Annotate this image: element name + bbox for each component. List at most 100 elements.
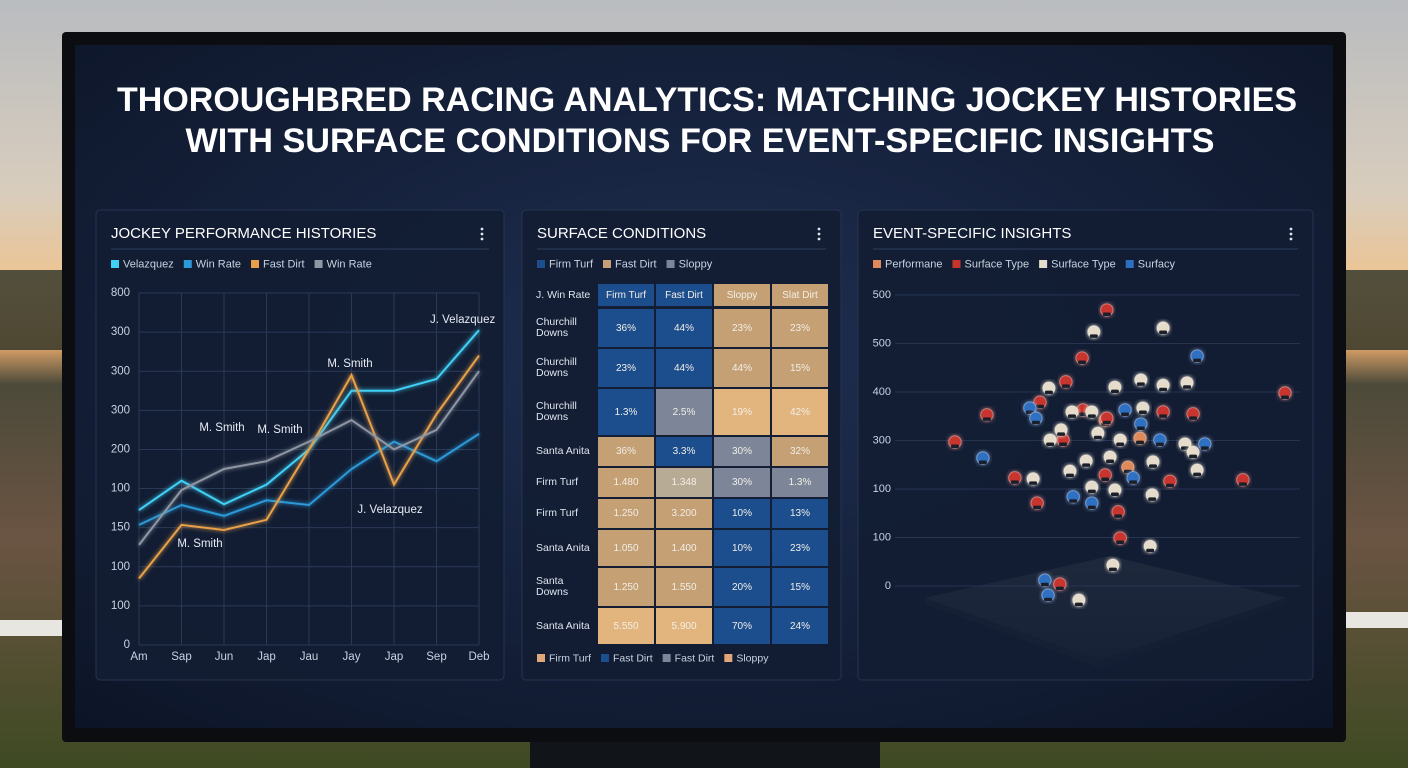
helmet-visor [1033,505,1042,510]
page-title: THOROUGHBRED RACING ANALYTICS: MATCHING … [117,81,1297,119]
menu-dot [817,232,821,236]
legend-label: Fast Dirt [613,652,653,664]
helmet-visor [1136,426,1145,431]
helmet-visor [1108,567,1117,572]
legend-label: Fast Dirt [615,258,657,270]
helmet-visor [1114,514,1123,518]
legend-label: Surface Type [964,258,1029,270]
helmet-visor [1148,464,1157,468]
legend-swatch [314,260,323,268]
helmet-visor [1159,387,1168,392]
helmet-visor [950,444,959,448]
legend-swatch [603,260,611,268]
helmet-visor [1093,435,1102,440]
helmet-visor [1200,446,1209,450]
helmet-visor [1055,586,1064,591]
x-tick-label: Jap [257,651,276,663]
annotation: M. Smith [177,538,222,550]
helmet-visor [1065,473,1074,478]
helmet-visor [1238,482,1247,486]
helmet-visor [1116,540,1125,545]
helmet-visor [1044,390,1053,395]
legend-swatch [873,260,881,268]
helmet-visor [1193,358,1202,363]
helmet-visor [1159,330,1168,334]
menu-dot [480,227,484,231]
rail-right [1340,612,1408,628]
x-tick-label: Jun [215,651,234,663]
y-tick-label: 400 [873,386,891,398]
legend-label: Fast Dirt [675,652,715,664]
y-tick-label: 100 [111,600,130,612]
helmet-visor [1146,548,1155,553]
x-tick-label: Jau [300,651,319,663]
helmet-visor [1059,442,1068,447]
y-tick-label: 200 [111,443,130,455]
rail-left [0,620,70,636]
helmet-visor [1183,385,1192,389]
annotation: M. Smith [199,422,244,434]
panel-title: JOCKEY PERFORMANCE HISTORIES [111,225,376,242]
panel-menu[interactable] [817,227,821,241]
legend-label: Firm Turf [549,258,594,270]
menu-dot [817,227,821,231]
helmet-visor [1074,602,1083,607]
menu-dot [1289,232,1293,236]
helmet-visor [1129,480,1138,484]
legend-label: Surfacy [1138,258,1176,270]
helmet-visor [1044,597,1053,602]
legend-swatch [1039,260,1048,268]
trees-right [1340,270,1408,350]
legend-swatch [537,260,545,268]
annotation: J. Velazquez [357,504,422,516]
y-tick-label: 100 [111,561,130,573]
legend-swatch [601,654,609,662]
y-tick-label: 500 [873,337,891,349]
helmet-visor [1010,480,1019,484]
legend-label: Win Rate [327,258,372,270]
helmet-visor [1101,477,1110,481]
y-tick-label: 300 [111,326,130,338]
charts: JOCKEY PERFORMANCE HISTORIES Velazquez Win… [95,209,1314,681]
x-tick-label: Jay [343,651,361,663]
helmet-visor [1136,382,1145,386]
x-tick-label: Sep [426,651,446,663]
y-tick-label: 300 [111,404,130,416]
helmet-visor [1046,442,1055,447]
page-title: WITH SURFACE CONDITIONS FOR EVENT-SPECIF… [186,122,1215,160]
panel-title: SURFACE CONDITIONS [537,225,706,242]
y-tick-label: 300 [111,365,130,377]
helmet-visor [1061,384,1070,388]
legend-swatch [666,260,675,268]
helmet-visor [1159,414,1168,418]
menu-dot [480,232,484,236]
panel-title: EVENT-SPECIFIC INSIGHTS [873,225,1071,242]
helmet-visor [1180,446,1189,450]
legend-swatch [111,260,119,268]
legend-swatch [251,260,260,268]
y-tick-label: 100 [111,483,130,495]
panel-menu[interactable] [1289,227,1293,241]
y-tick-label: 0 [124,639,130,651]
panel-menu[interactable] [480,227,484,241]
legend-label: Surface Type [1051,258,1116,270]
legend-swatch [952,260,961,268]
y-tick-label: 0 [885,580,891,592]
x-tick-label: Sap [171,651,191,663]
helmet-visor [1087,414,1096,418]
helmet-visor [1078,360,1087,365]
helmet-visor [1136,440,1145,445]
helmet-visor [1110,389,1119,394]
helmet-visor [1031,420,1040,425]
menu-dot [1289,237,1293,241]
legend-label: Firm Turf [549,652,591,664]
helmet-visor [982,417,991,421]
helmet-visor [1057,432,1066,436]
helmet-visor [1087,489,1096,494]
y-tick-label: 500 [873,289,891,301]
helmet-visor [1035,404,1044,409]
y-tick-label: 150 [111,522,130,534]
legend-label: Performane [885,258,942,270]
helmet-visor [1102,312,1111,317]
